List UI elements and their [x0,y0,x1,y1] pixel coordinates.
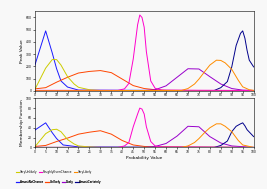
Y-axis label: Peak Value: Peak Value [20,39,24,63]
Legend: AlmostNoChance, Unlikely, Likely, AlmostCertainly: AlmostNoChance, Unlikely, Likely, Almost… [15,179,103,186]
X-axis label: Probability Value: Probability Value [126,156,162,160]
Legend: VeryUnlikely, RoughlyEvenChance, VeryLikely: VeryUnlikely, RoughlyEvenChance, VeryLik… [15,169,93,175]
Y-axis label: Membership Function: Membership Function [20,99,24,146]
